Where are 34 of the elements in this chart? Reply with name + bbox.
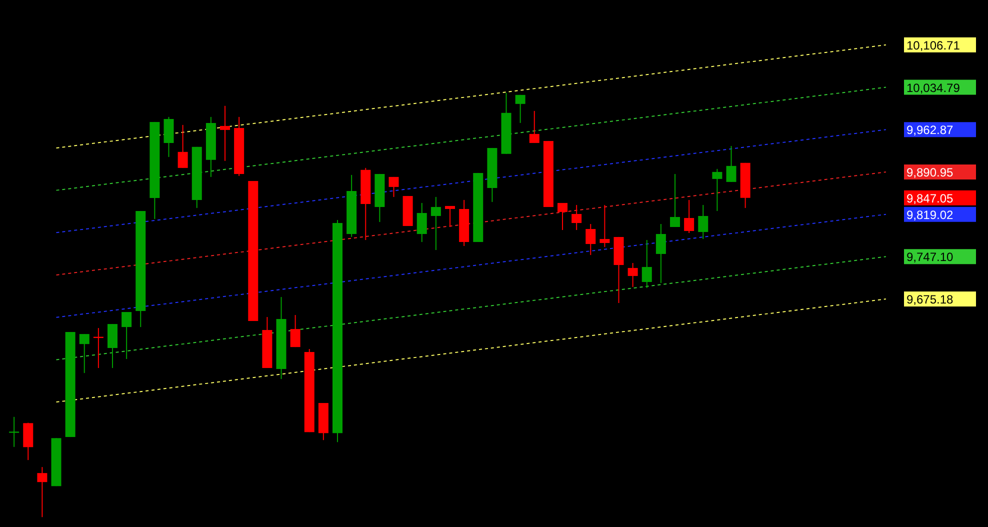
candlestick (79, 334, 90, 374)
candlestick (108, 324, 118, 369)
candlestick (220, 105, 230, 162)
candlestick (290, 314, 300, 348)
y-tick-label: 10,034.79 (906, 80, 960, 95)
y-tick-label: 9,847.05 (906, 191, 954, 206)
candlestick (684, 199, 694, 234)
candlestick (726, 145, 736, 182)
candlestick (122, 312, 132, 360)
candlestick (388, 176, 399, 198)
y-tick-label: 9,675.18 (906, 292, 954, 307)
candlestick (37, 466, 48, 518)
candlestick (600, 204, 610, 248)
candlestick (515, 94, 526, 124)
candlestick (430, 196, 441, 251)
candlestick (628, 262, 638, 288)
y-tick-label: 9,819.02 (906, 208, 954, 222)
candlestick (698, 204, 708, 240)
candlestick (9, 416, 20, 448)
candlestick (572, 204, 582, 230)
y-tick-label: 9,890.95 (906, 165, 954, 180)
y-tick-label: 10,106.71 (906, 38, 960, 52)
candlestick (642, 240, 652, 288)
candlestick (416, 202, 427, 243)
candlestick (656, 223, 666, 284)
y-tick-label: 9,747.10 (906, 250, 954, 264)
y-tick-label: 9,962.87 (906, 123, 954, 138)
candlestick (670, 173, 680, 228)
candlestick (529, 110, 540, 144)
candlestick (558, 202, 568, 230)
candlestick (178, 124, 188, 168)
candlestick (445, 205, 455, 228)
candlestick (586, 223, 596, 256)
candlestick (712, 168, 722, 212)
